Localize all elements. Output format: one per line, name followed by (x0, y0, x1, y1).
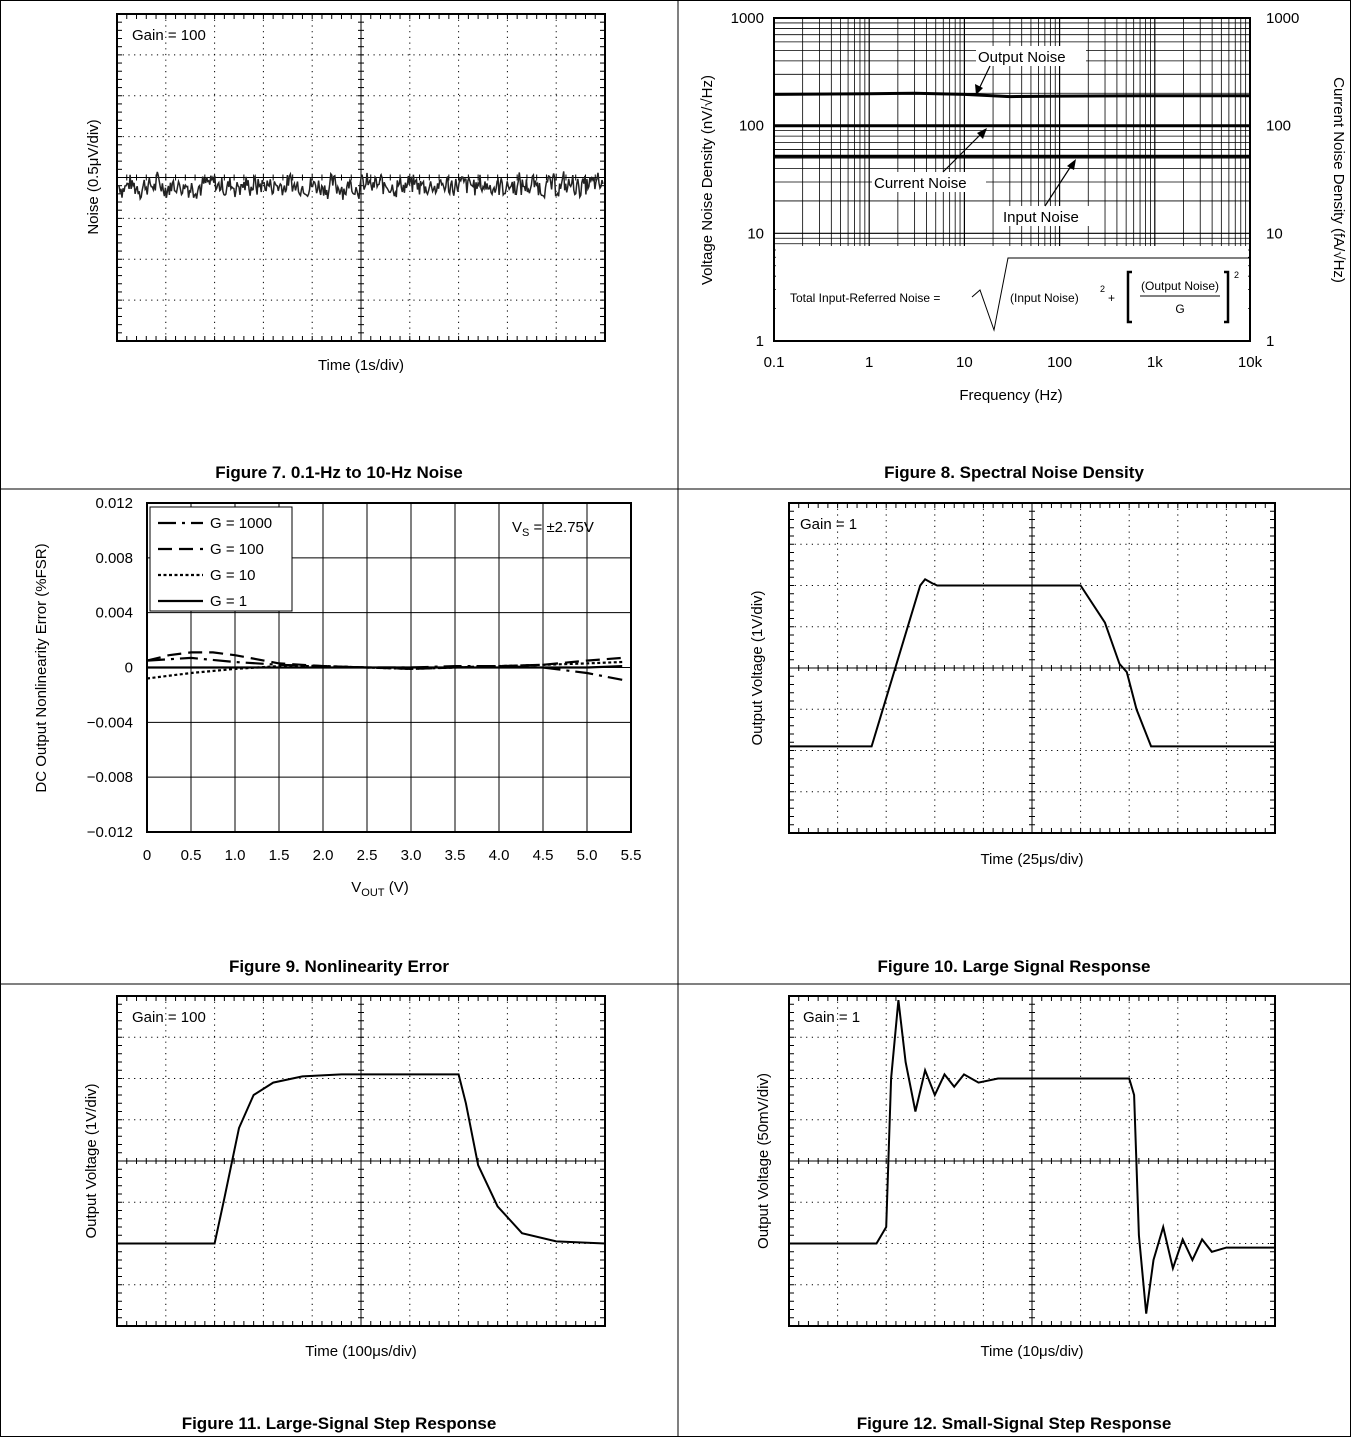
fig12-title: Figure 12. Small-Signal Step Response (857, 1414, 1172, 1433)
fig11-ylabel: Output Voltage (1V/div) (83, 1083, 100, 1238)
figure-11: Gain = 100 Output Voltage (1V/div) Time … (83, 995, 606, 1433)
fig9-ytick-label: 0.004 (95, 605, 133, 622)
fig11-title: Figure 11. Large-Signal Step Response (182, 1414, 497, 1433)
fig10-gain-annotation: Gain = 1 (800, 516, 857, 533)
fig9-series-g1 (147, 665, 623, 669)
fig9-legend-label: G = 1000 (210, 515, 272, 532)
fig9-vs-annotation: VS = ±2.75V (512, 519, 594, 539)
fig9-legend-label: G = 10 (210, 567, 255, 584)
fig8-xtick-label: 10k (1238, 354, 1263, 371)
fig9-xtick-label: 3.5 (445, 847, 466, 864)
figure-10: Gain = 1 Output Voltage (1V/div) Time (2… (749, 502, 1276, 976)
fig8-xtick-label: 1 (865, 354, 873, 371)
fig9-xtick-label: 5.5 (621, 847, 642, 864)
fig12-gain-annotation: Gain = 1 (803, 1009, 860, 1026)
fig9-ytick-label: 0 (125, 660, 133, 677)
fig10-grid (788, 502, 1276, 834)
fig9-xtick-label: 3.0 (401, 847, 422, 864)
fig8-formula-power1: 2 (1100, 284, 1105, 294)
fig9-xlabel: VOUT (V) (351, 879, 408, 899)
fig7-plot-frame (116, 13, 606, 342)
fig9-legend: G = 1000 G = 100 G = 10 G = 1 (149, 506, 293, 612)
fig9-ytick-label: 0.008 (95, 550, 133, 567)
fig8-annotations: Output Noise Current Noise Input Noise (872, 46, 1097, 226)
fig9-ytick-label: −0.012 (87, 824, 133, 841)
fig8-formula-term1: (Input Noise) (1010, 291, 1079, 305)
fig9-title: Figure 9. Nonlinearity Error (229, 957, 449, 976)
figure-9: 0 0.5 1.0 1.5 2.0 2.5 3.0 3.5 4.0 4.5 5.0 5.5 0.012 0… (33, 495, 641, 976)
fig9-ytick-label: −0.004 (87, 714, 133, 731)
fig12-ylabel: Output Voltage (50mV/div) (755, 1073, 772, 1249)
fig12-xlabel: Time (10μs/div) (980, 1343, 1083, 1360)
fig9-xtick-label: 2.0 (313, 847, 334, 864)
fig8-xtick-label: 1k (1147, 354, 1163, 371)
fig11-vout-trace (117, 1073, 606, 1245)
fig8-ytick-label: 1 (756, 333, 764, 350)
fig9-xtick-label: 0 (143, 847, 151, 864)
fig7-noise-trace (118, 171, 604, 202)
fig8-title: Figure 8. Spectral Noise Density (884, 463, 1144, 482)
figure-7: Gain = 100 Noise (0.5μV/div) Time (1s/di… (85, 13, 606, 482)
fig11-plot-frame (116, 995, 606, 1327)
fig8-ytick-label: 10 (747, 225, 764, 242)
fig8-formula-numerator: (Output Noise) (1141, 279, 1219, 293)
fig8-annot-input-noise: Input Noise (1003, 209, 1079, 226)
fig12-vout-trace (789, 999, 1275, 1314)
fig8-ytick-label: 100 (739, 118, 764, 135)
fig8-annot-current-noise: Current Noise (874, 175, 967, 192)
fig9-legend-label: G = 100 (210, 541, 264, 558)
fig8-ylabel: Voltage Noise Density (nV/√Hz) (699, 75, 716, 285)
fig8-plot-frame (773, 17, 1251, 342)
fig8-formula-denominator: G (1175, 302, 1184, 316)
fig8-formula-lhs: Total Input-Referred Noise = (790, 291, 940, 305)
fig8-xtick-label: 0.1 (764, 354, 785, 371)
fig7-xlabel: Time (1s/div) (318, 357, 404, 374)
fig11-grid (116, 995, 606, 1327)
fig9-ytick-label: −0.008 (87, 769, 133, 786)
fig10-vout-trace (789, 578, 1275, 748)
fig8-xtick-label: 10 (956, 354, 973, 371)
fig8-formula-power2: 2 (1234, 270, 1239, 280)
fig8-y2tick-label: 10 (1266, 225, 1283, 242)
fig11-xlabel: Time (100μs/div) (305, 1343, 416, 1360)
fig8-xlabel: Frequency (Hz) (959, 387, 1062, 404)
fig8-y2tick-label: 100 (1266, 118, 1291, 135)
fig9-xtick-label: 4.0 (489, 847, 510, 864)
fig8-y2label: Current Noise Density (fA/√Hz) (1330, 77, 1347, 283)
fig9-xtick-label: 4.5 (533, 847, 554, 864)
fig11-gain-annotation: Gain = 100 (132, 1009, 206, 1026)
fig8-annot-output-noise: Output Noise (978, 49, 1066, 66)
fig9-ylabel: DC Output Nonlinearity Error (%FSR) (33, 543, 50, 792)
fig8-xtick-label: 100 (1047, 354, 1072, 371)
fig8-formula-box (776, 246, 1248, 341)
fig9-xtick-label: 0.5 (181, 847, 202, 864)
figure-12: Gain = 1 Output Voltage (50mV/div) Time … (755, 995, 1276, 1433)
fig12-plot-frame (788, 995, 1276, 1327)
fig7-title: Figure 7. 0.1-Hz to 10-Hz Noise (215, 463, 463, 482)
fig8-formula: Total Input-Referred Noise = (Input Nois… (790, 257, 1250, 332)
fig9-xtick-label: 1.0 (225, 847, 246, 864)
fig12-grid (788, 995, 1276, 1327)
fig8-series-output-noise (773, 91, 1250, 99)
fig10-plot-frame (788, 502, 1276, 834)
svg-text:+: + (1108, 291, 1115, 305)
fig10-xlabel: Time (25μs/div) (980, 851, 1083, 868)
fig7-ylabel: Noise (0.5μV/div) (85, 119, 102, 234)
fig7-gain-annotation: Gain = 100 (132, 27, 206, 44)
fig9-ytick-label: 0.012 (95, 495, 133, 512)
fig9-xtick-label: 2.5 (357, 847, 378, 864)
fig8-y2tick-label: 1 (1266, 333, 1274, 350)
fig10-ylabel: Output Voltage (1V/div) (749, 590, 766, 745)
fig8-ytick-label: 1000 (731, 10, 764, 27)
fig9-xtick-label: 5.0 (577, 847, 598, 864)
fig8-y2tick-label: 1000 (1266, 10, 1299, 27)
fig10-title: Figure 10. Large Signal Response (877, 957, 1150, 976)
fig9-legend-label: G = 1 (210, 593, 247, 610)
fig9-xtick-label: 1.5 (269, 847, 290, 864)
